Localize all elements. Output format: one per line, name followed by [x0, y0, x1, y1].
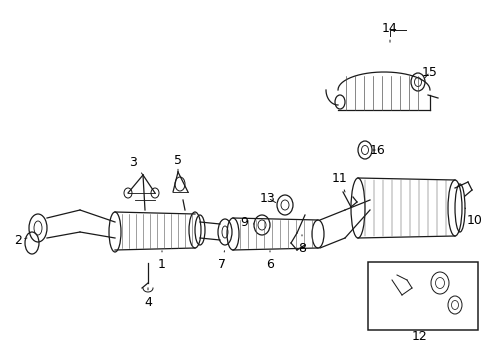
Text: 16: 16: [369, 144, 385, 157]
Text: 14: 14: [381, 22, 397, 42]
Text: 2: 2: [14, 234, 27, 247]
Text: 13: 13: [260, 192, 275, 204]
Text: 3: 3: [129, 156, 142, 175]
Text: 1: 1: [158, 251, 165, 270]
Text: 12: 12: [411, 329, 427, 342]
Text: 8: 8: [297, 235, 305, 255]
Text: 15: 15: [421, 66, 437, 78]
Text: 6: 6: [265, 251, 273, 270]
Text: 10: 10: [464, 208, 482, 226]
Text: 11: 11: [331, 171, 347, 192]
Text: 7: 7: [218, 251, 225, 270]
Text: 4: 4: [144, 288, 152, 309]
Bar: [367, 262, 477, 330]
Text: 5: 5: [174, 153, 182, 172]
Text: 9: 9: [240, 216, 253, 229]
